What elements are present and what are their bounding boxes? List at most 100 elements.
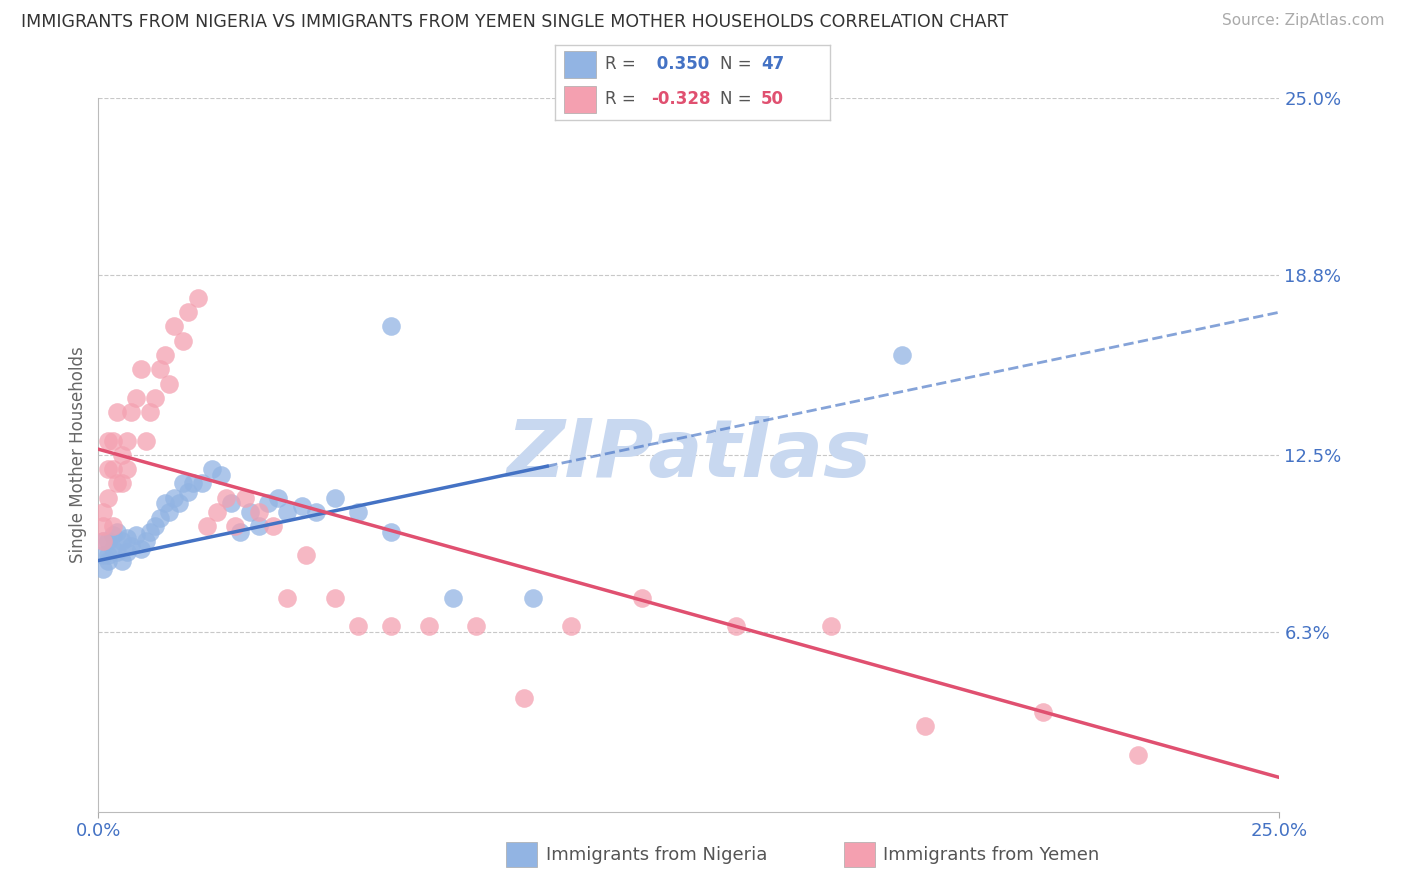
- Point: [890, 348, 912, 362]
- Text: Immigrants from Yemen: Immigrants from Yemen: [883, 846, 1099, 863]
- Point: [187, 291, 209, 305]
- Point: [111, 448, 134, 462]
- Point: [153, 496, 176, 510]
- Point: [149, 362, 172, 376]
- Point: [91, 519, 114, 533]
- Point: [725, 619, 748, 633]
- Point: [125, 391, 148, 405]
- Point: [380, 524, 402, 539]
- Text: N =: N =: [720, 55, 756, 73]
- Point: [1032, 705, 1054, 719]
- Point: [560, 619, 582, 633]
- Point: [157, 376, 180, 391]
- Point: [135, 533, 157, 548]
- Text: -0.328: -0.328: [651, 90, 711, 108]
- Point: [347, 505, 370, 519]
- Point: [91, 562, 114, 576]
- Point: [441, 591, 464, 605]
- Point: [276, 505, 298, 519]
- Point: [295, 548, 318, 562]
- Point: [522, 591, 544, 605]
- Point: [205, 505, 228, 519]
- Point: [143, 391, 166, 405]
- Text: Source: ZipAtlas.com: Source: ZipAtlas.com: [1222, 13, 1385, 29]
- Point: [101, 462, 124, 476]
- Text: N =: N =: [720, 90, 756, 108]
- Point: [181, 476, 204, 491]
- Point: [139, 405, 162, 419]
- Text: R =: R =: [605, 55, 641, 73]
- Point: [115, 434, 138, 448]
- Point: [105, 405, 128, 419]
- Point: [177, 305, 200, 319]
- Point: [115, 531, 138, 545]
- Point: [111, 533, 134, 548]
- Point: [143, 519, 166, 533]
- Point: [201, 462, 224, 476]
- Point: [153, 348, 176, 362]
- Point: [115, 545, 138, 559]
- Point: [129, 362, 152, 376]
- Point: [380, 319, 402, 334]
- Point: [290, 500, 312, 514]
- Point: [1126, 747, 1149, 762]
- Point: [115, 462, 138, 476]
- Point: [163, 319, 186, 334]
- Point: [163, 491, 186, 505]
- Text: Immigrants from Nigeria: Immigrants from Nigeria: [546, 846, 766, 863]
- Point: [149, 510, 172, 524]
- Point: [97, 462, 120, 476]
- Point: [139, 524, 162, 539]
- Point: [323, 491, 346, 505]
- Point: [97, 533, 120, 548]
- Point: [215, 491, 238, 505]
- Bar: [564, 52, 596, 78]
- Bar: [564, 87, 596, 112]
- Point: [305, 505, 328, 519]
- Point: [233, 491, 256, 505]
- Point: [101, 542, 124, 557]
- Point: [630, 591, 652, 605]
- Text: IMMIGRANTS FROM NIGERIA VS IMMIGRANTS FROM YEMEN SINGLE MOTHER HOUSEHOLDS CORREL: IMMIGRANTS FROM NIGERIA VS IMMIGRANTS FR…: [21, 13, 1008, 31]
- Point: [914, 719, 936, 733]
- Point: [347, 619, 370, 633]
- Point: [512, 690, 534, 705]
- Point: [97, 491, 120, 505]
- Point: [105, 545, 128, 559]
- Text: 0.350: 0.350: [651, 55, 710, 73]
- Point: [229, 524, 252, 539]
- Point: [101, 528, 124, 542]
- Point: [129, 542, 152, 557]
- Point: [380, 619, 402, 633]
- Point: [323, 591, 346, 605]
- Point: [239, 505, 262, 519]
- Point: [105, 476, 128, 491]
- Text: R =: R =: [605, 90, 641, 108]
- Point: [465, 619, 488, 633]
- Point: [111, 553, 134, 567]
- Point: [97, 553, 120, 567]
- Point: [247, 519, 270, 533]
- Point: [157, 505, 180, 519]
- Point: [172, 334, 194, 348]
- Point: [97, 434, 120, 448]
- Text: 50: 50: [761, 90, 785, 108]
- Point: [101, 434, 124, 448]
- Point: [276, 591, 298, 605]
- Point: [121, 405, 143, 419]
- Point: [105, 524, 128, 539]
- Point: [219, 496, 242, 510]
- Point: [172, 476, 194, 491]
- Point: [820, 619, 842, 633]
- Point: [209, 467, 232, 482]
- Point: [91, 533, 114, 548]
- Text: 47: 47: [761, 55, 785, 73]
- Point: [167, 496, 190, 510]
- Point: [111, 476, 134, 491]
- Point: [418, 619, 440, 633]
- Point: [97, 548, 120, 562]
- Point: [125, 528, 148, 542]
- Point: [135, 434, 157, 448]
- Text: ZIPatlas: ZIPatlas: [506, 416, 872, 494]
- Point: [267, 491, 290, 505]
